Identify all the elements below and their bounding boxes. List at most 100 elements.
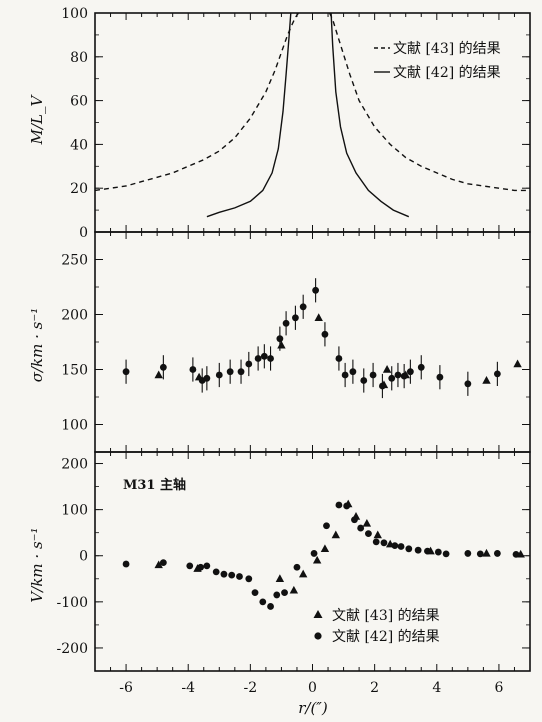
data-point-circle — [267, 603, 274, 610]
y-tick-label: 40 — [70, 137, 88, 153]
data-point-triangle — [154, 370, 163, 379]
data-point-triangle — [193, 564, 202, 572]
ml-panel-y-axis-label: M/L_V — [28, 93, 46, 145]
data-point-triangle — [289, 585, 299, 594]
velocity-panel-y-axis-label: V/km · s⁻¹ — [28, 527, 46, 602]
data-point-circle — [212, 568, 220, 576]
data-point-circle — [349, 368, 357, 376]
y-tick-label: -100 — [57, 595, 88, 611]
data-point-circle — [397, 543, 405, 550]
y-tick-label: 250 — [61, 253, 88, 269]
data-point-circle — [220, 570, 228, 578]
data-point-circle — [254, 355, 262, 362]
panel-frame-1 — [94, 231, 531, 453]
data-point-circle — [267, 355, 274, 362]
x-tick-label: -4 — [181, 680, 195, 696]
sigma-panel-y-axis-label: σ/km · s⁻¹ — [28, 308, 46, 383]
data-point-triangle — [194, 372, 204, 381]
data-point-circle — [292, 314, 299, 322]
data-point-circle — [464, 550, 472, 557]
y-tick-label: 60 — [70, 94, 88, 110]
x-tick-label: 6 — [494, 680, 503, 696]
x-tick-label: -2 — [244, 680, 258, 696]
x-tick-label: -6 — [119, 680, 133, 696]
velocity-panel: -200 -100 0 100 200 -6 -4 -2 0 2 4 6 V/km · s⁻¹ M31… — [28, 452, 531, 717]
legend-entry-label-ref43: 文献 [43] 的结果 — [332, 608, 440, 624]
data-point-triangle — [513, 359, 522, 368]
data-point-circle — [203, 374, 211, 382]
data-point-triangle — [312, 555, 322, 564]
data-point-triangle — [379, 380, 389, 389]
y-tick-label: 200 — [61, 308, 88, 324]
velocity-panel-points — [122, 499, 525, 610]
data-point-circle — [442, 550, 450, 558]
data-point-triangle — [482, 548, 491, 557]
data-point-circle — [321, 330, 329, 338]
data-point-circle — [417, 363, 425, 371]
legend-entry-label-ref42: 文献 [42] 的结果 — [393, 65, 501, 81]
data-point-circle — [226, 368, 234, 376]
y-tick-label: 100 — [61, 503, 88, 519]
data-point-circle — [215, 371, 223, 379]
data-point-triangle — [385, 539, 395, 548]
data-point-circle — [281, 589, 288, 597]
data-point-triangle — [362, 518, 372, 527]
data-point-triangle — [426, 546, 435, 555]
data-point-circle — [260, 352, 268, 360]
data-point-triangle — [351, 512, 361, 520]
data-point-triangle — [277, 340, 286, 349]
data-point-circle — [335, 501, 343, 509]
data-point-circle — [405, 545, 413, 553]
data-point-circle — [312, 286, 320, 294]
y-tick-label: 80 — [70, 50, 88, 66]
data-point-triangle — [482, 376, 491, 384]
data-point-circle — [369, 371, 377, 379]
legend-triangle-marker — [313, 610, 323, 618]
panel-frames — [94, 12, 531, 672]
data-point-circle — [464, 380, 472, 388]
data-point-circle — [159, 363, 167, 371]
data-point-circle — [189, 366, 197, 373]
ml-panel: 0 20 40 60 80 100 M/L_V 文献 [43] 的结果 文献 [42] 的… — [28, 6, 531, 241]
data-point-circle — [236, 573, 243, 580]
panel-frame-2 — [94, 451, 531, 672]
velocity-panel-legend: 文献 [43] 的结果 文献 [42] 的结果 — [313, 608, 440, 645]
data-point-circle — [245, 575, 253, 583]
x-tick-label: 2 — [370, 680, 379, 696]
data-point-triangle — [314, 313, 323, 321]
data-point-circle — [493, 370, 501, 378]
y-tick-label: 100 — [61, 418, 88, 434]
data-point-circle — [276, 335, 284, 343]
sigma-panel-ticks: 100 150 200 250 — [61, 231, 531, 453]
data-point-circle — [372, 538, 380, 546]
data-point-circle — [310, 550, 318, 557]
data-point-circle — [245, 360, 253, 368]
data-point-circle — [299, 303, 307, 311]
data-point-circle — [282, 319, 290, 327]
data-point-circle — [237, 368, 245, 376]
legend-entry-label-ref42: 文献 [42] 的结果 — [332, 629, 440, 645]
data-point-triangle — [331, 530, 341, 539]
data-point-circle — [394, 371, 402, 379]
data-point-circle — [365, 530, 372, 538]
data-point-circle — [493, 550, 501, 557]
data-point-triangle — [344, 499, 353, 508]
data-point-circle — [203, 562, 211, 570]
data-point-circle — [259, 598, 267, 606]
data-point-circle — [357, 524, 365, 532]
sigma-panel-points — [122, 278, 522, 399]
data-point-circle — [122, 368, 130, 376]
ml-panel-legend: 文献 [43] 的结果 文献 [42] 的结果 — [374, 41, 501, 81]
data-point-circle — [476, 550, 484, 558]
ml-panel-series — [94, 12, 530, 218]
data-point-circle — [251, 589, 259, 597]
data-point-circle — [186, 562, 194, 570]
data-point-circle — [434, 548, 442, 556]
data-point-circle — [406, 368, 414, 376]
y-tick-label: 20 — [70, 181, 88, 197]
data-point-circle — [380, 539, 388, 547]
data-point-circle — [273, 591, 281, 599]
data-point-triangle — [373, 530, 382, 539]
x-tick-label: 0 — [308, 680, 317, 696]
y-tick-label: 100 — [61, 6, 88, 22]
